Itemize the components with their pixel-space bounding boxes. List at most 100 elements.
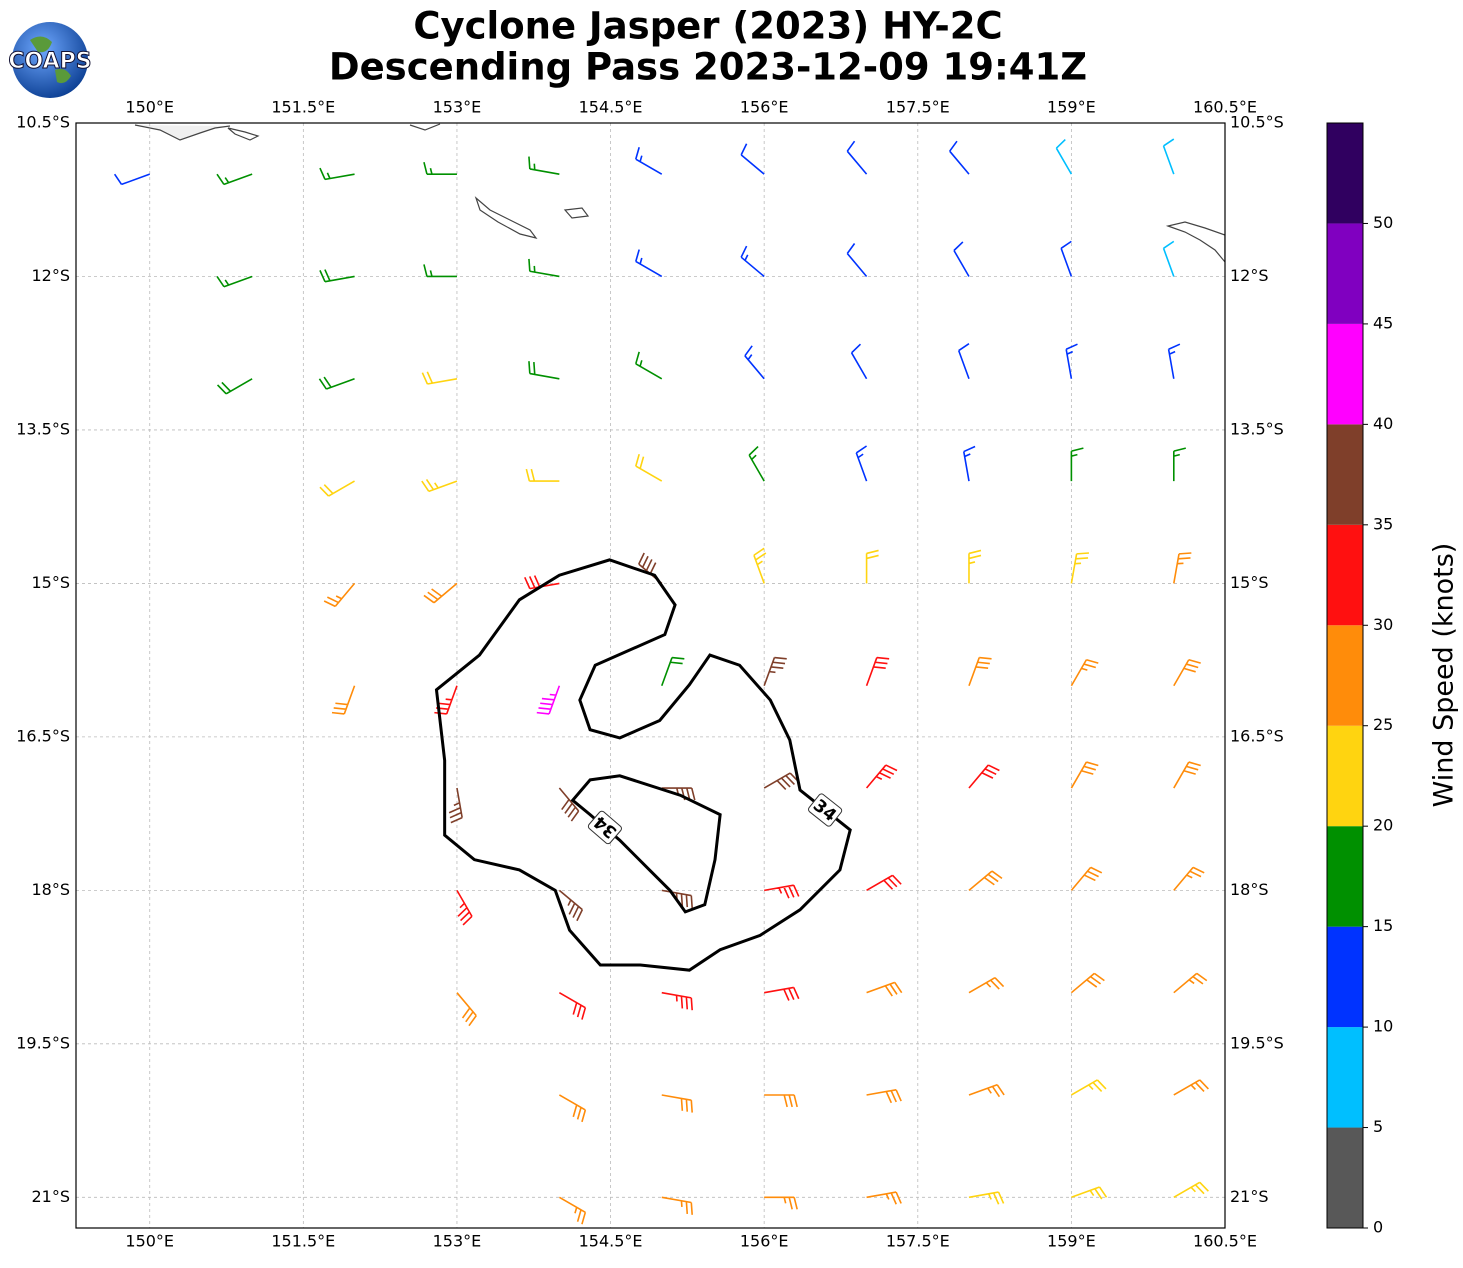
- coastline: [134, 124, 231, 141]
- wind-barb: [740, 143, 765, 175]
- x-tick-label: 156°E: [740, 98, 789, 117]
- chart-title: Cyclone Jasper (2023) HY-2C: [413, 5, 1002, 48]
- wind-barb: [1173, 972, 1208, 994]
- y-tick-label: 16.5°S: [16, 726, 70, 745]
- wind-barb: [1173, 1079, 1209, 1096]
- x-tick-label: 157.5°E: [886, 1232, 950, 1251]
- wind-barb: [764, 1094, 798, 1108]
- y-tick-label: 18°S: [1230, 880, 1269, 899]
- wind-barb: [865, 549, 879, 584]
- wind-barb: [423, 582, 458, 604]
- wind-barb: [1173, 447, 1186, 482]
- wind-barb: [1070, 447, 1084, 482]
- y-tick-label: 19.5°S: [16, 1033, 70, 1052]
- contour-line: [570, 774, 722, 914]
- wind-barb: [1060, 240, 1073, 277]
- wind-barb: [968, 976, 1005, 994]
- wind-barb: [953, 241, 970, 277]
- wind-barb: [558, 1094, 587, 1123]
- colorbar-tick-label: 35: [1373, 514, 1393, 533]
- wind-barb: [1070, 761, 1099, 789]
- wind-barb: [968, 1083, 1005, 1098]
- x-tick-label: 156°E: [740, 1232, 789, 1251]
- wind-barb: [216, 173, 253, 186]
- x-tick-label: 150°E: [125, 1232, 174, 1251]
- wind-barb: [661, 656, 685, 687]
- y-tick-label: 21°S: [31, 1187, 70, 1206]
- x-tick-label: 157.5°E: [886, 98, 950, 117]
- grid: [76, 122, 1226, 1228]
- y-tick-label: 16.5°S: [1230, 726, 1284, 745]
- wind-barb: [661, 991, 693, 1011]
- wind-barb: [740, 245, 765, 278]
- wind-barb: [216, 275, 253, 288]
- wind-barb: [635, 453, 663, 482]
- x-tick-label: 160.5°E: [1193, 1232, 1257, 1251]
- colorbar-segment: [1327, 926, 1363, 1028]
- wind-barb: [528, 361, 560, 380]
- wind-barb: [423, 161, 457, 175]
- coastline: [563, 207, 590, 219]
- y-tick-label: 13.5°S: [16, 419, 70, 438]
- colorbar-tick-label: 20: [1373, 816, 1393, 835]
- wind-barb: [1070, 658, 1099, 687]
- contour-label-box: [808, 793, 843, 827]
- x-tick-label: 154.5°E: [579, 98, 643, 117]
- y-tick-label: 15°S: [31, 573, 70, 592]
- wind-barb: [866, 981, 903, 997]
- logo-land: [30, 36, 71, 84]
- wind-barb: [753, 547, 767, 584]
- colorbar-segment: [1327, 524, 1363, 626]
- wind-barb: [1173, 658, 1201, 687]
- wind-barb: [763, 656, 787, 687]
- coastline: [227, 127, 260, 141]
- wind-barb: [661, 787, 696, 801]
- wind-barb: [1173, 1181, 1209, 1199]
- wind-barb: [318, 376, 355, 390]
- wind-barb: [962, 445, 976, 482]
- colorbar-tick-label: 10: [1373, 1017, 1393, 1036]
- wind-barb: [1162, 138, 1175, 175]
- colorbar-label: Wind Speed (knots): [1429, 543, 1460, 808]
- wind-barb: [536, 685, 561, 715]
- wind-barb: [635, 351, 663, 380]
- colorbar-segment: [1327, 424, 1363, 525]
- x-tick-label: 160.5°E: [1193, 98, 1257, 117]
- wind-barb: [423, 264, 457, 278]
- y-tick-label: 12°S: [31, 266, 70, 285]
- wind-barb: [319, 167, 355, 181]
- wind-barb: [764, 884, 800, 899]
- colorbar-segment: [1327, 625, 1363, 726]
- wind-barb: [456, 889, 473, 926]
- logo-text: COAPS: [8, 49, 91, 74]
- wind-barb: [1173, 761, 1201, 789]
- colorbar-tick-label: 15: [1373, 916, 1393, 935]
- wind-barb: [528, 258, 560, 278]
- wind-barb: [421, 371, 458, 385]
- wind-barb: [558, 991, 587, 1020]
- wind-barb: [331, 685, 356, 715]
- wind-barb: [525, 468, 560, 482]
- plot-frame: [75, 122, 1226, 1229]
- x-tick-label: 150°E: [125, 98, 174, 117]
- x-tick-label: 159°E: [1047, 1232, 1096, 1251]
- contour-line: [434, 558, 852, 972]
- wind-barb: [448, 787, 463, 824]
- y-tick-label: 10.5°S: [16, 113, 70, 132]
- colorbar: 0 5 10 15 20 25 30 35 40 45 50: [1326, 122, 1393, 1237]
- wind-barb: [968, 656, 992, 687]
- wind-barb: [850, 343, 868, 380]
- wind-barb: [1173, 866, 1205, 891]
- wind-barb: [456, 992, 477, 1027]
- land: [134, 123, 1225, 263]
- wind-barb: [216, 378, 253, 395]
- wind-barb: [319, 269, 355, 283]
- wind-barbs: [113, 138, 1209, 1225]
- wind-barb: [865, 764, 898, 789]
- wind-barb: [968, 549, 982, 584]
- wind-barb: [113, 173, 151, 186]
- wind-barb: [764, 1196, 798, 1210]
- wind-barb: [558, 787, 580, 822]
- wind-barb: [764, 986, 800, 1001]
